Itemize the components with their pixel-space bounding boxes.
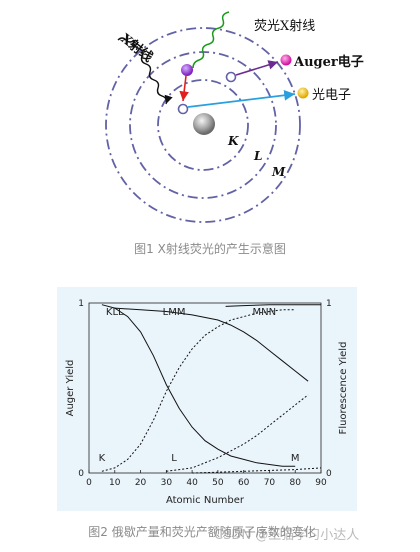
x-tick-label: 10 [109,478,121,488]
y-right-tick-label: 1 [326,299,332,309]
x-tick-label: 40 [186,478,198,488]
annotation-top-kll: KLL [106,307,124,318]
k-shell-label: K [227,134,239,148]
csdn-watermark: CSDN @王猫学习小达人 [214,528,360,543]
x-tick-label: 30 [161,478,173,488]
l-shell-label: L [253,149,262,163]
photoelectron-arrow [187,89,296,108]
k-shell-orbit [157,79,249,171]
m-shell-label: M [271,165,286,179]
figure2-caption: 图2 俄歇产量和荧光产额随原子序数的变化 [88,525,316,539]
incident-xray-wave [117,37,173,105]
x-tick-label: 20 [135,478,147,488]
x-tick-label: 60 [238,478,250,488]
y-left-tick-label: 0 [78,469,84,479]
series-line-lmm [114,307,309,382]
x-tick-label: 90 [315,478,327,488]
annotation-top-mnn: MNN [252,307,276,318]
x-tick-label: 0 [86,478,92,488]
x-tick-label: 80 [289,478,301,488]
k-vacancy [177,103,189,115]
l-vacancy [225,71,237,83]
y-left-tick-label: 1 [78,299,84,309]
y-axis-left-label: Auger Yield [65,360,76,417]
xray-fluorescence-diagram: X射线 荧光X射线 Auger电子 光电子 K L M [105,11,364,223]
figure1-caption: 图1 X射线荧光的产生示意图 [134,242,286,256]
m-shell-orbit [105,27,301,223]
nucleus [193,113,215,135]
x-tick-label: 50 [212,478,224,488]
auger-electron [280,54,292,66]
chart-background [57,287,357,511]
annotation-top-lmm: LMM [163,307,186,318]
auger-electron-label: Auger电子 [293,54,364,70]
annotation-bottom-l: L [171,453,177,464]
photoelectron [297,87,309,99]
photoelectron-label: 光电子 [312,88,351,103]
transition-arrow [179,75,189,102]
y-axis-right-label: Fluorescence Yield [338,342,349,435]
series-line-m [192,467,322,474]
fluorescent-xray-wave [192,11,230,69]
transition-electron [181,64,193,76]
x-tick-label: 70 [264,478,276,488]
incident-xray-label: X射线 [118,31,156,66]
fluorescent-xray-label: 荧光X射线 [254,18,315,34]
y-right-tick-label: 0 [326,469,332,479]
series-line-mnn [225,304,321,307]
x-axis-label: Atomic Number [166,495,245,506]
annotation-bottom-m: M [291,453,300,464]
auger-arrow [235,60,279,76]
annotation-bottom-k: K [99,453,106,464]
series-line-kll [101,304,296,467]
